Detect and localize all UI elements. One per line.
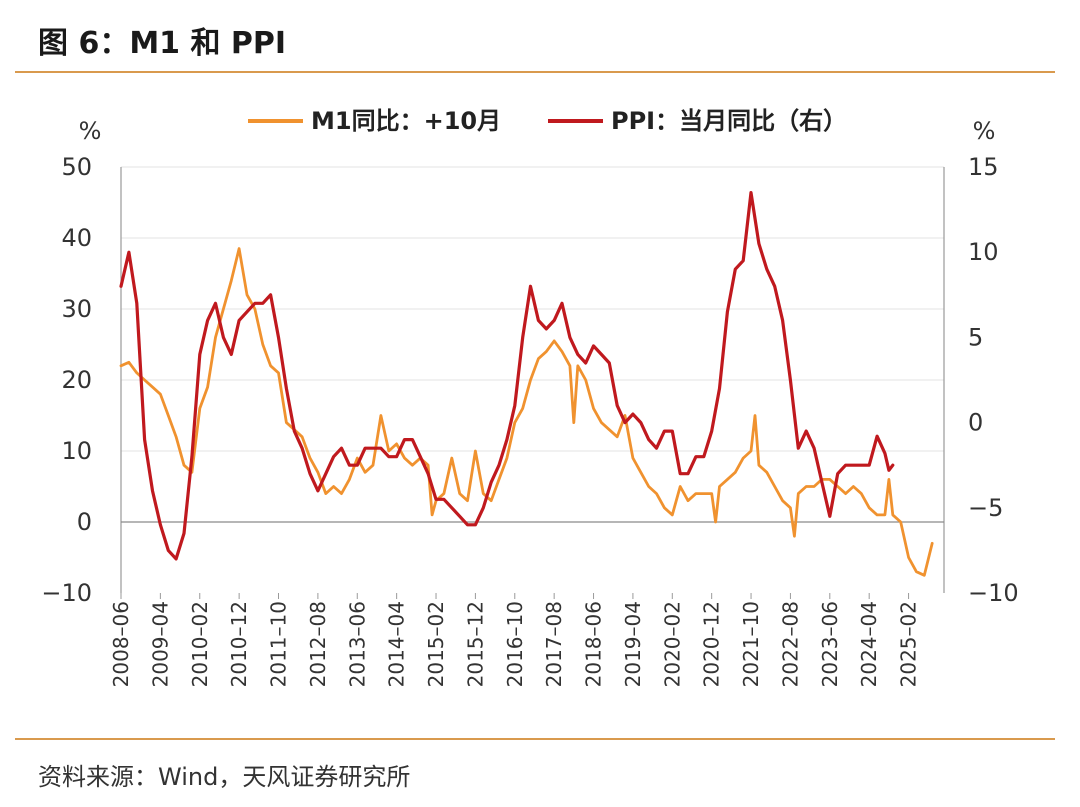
left-tick-label: 40 bbox=[61, 224, 92, 252]
x-tick-label: 2016–10 bbox=[503, 601, 527, 687]
x-tick-label: 2019–04 bbox=[621, 601, 645, 687]
x-tick-label: 2012–08 bbox=[306, 601, 330, 687]
left-tick-label: 10 bbox=[61, 437, 92, 465]
right-axis-ticks: −10 −5 0 5 10 15 bbox=[968, 153, 1019, 607]
x-tick-label: 2010–02 bbox=[188, 601, 212, 687]
x-tick-label: 2013–06 bbox=[345, 601, 369, 687]
legend-label: PPI：当月同比（右） bbox=[611, 107, 847, 135]
x-tick-label: 2018–06 bbox=[582, 601, 606, 687]
right-axis-unit: % bbox=[973, 117, 996, 145]
x-tick-label: 2025–02 bbox=[897, 601, 921, 687]
x-axis-ticks: 2008–06 2009–04 2010–02 2010–12 2011–10 2012–… bbox=[109, 593, 921, 687]
x-tick-label: 2022–08 bbox=[778, 601, 802, 687]
left-axis-ticks: −10 0 10 20 30 40 50 bbox=[41, 153, 92, 607]
chart-legend: M1同比：+10月 PPI：当月同比（右） bbox=[248, 107, 847, 135]
dual-axis-line-chart: −10 0 10 20 30 40 50 −10 −5 0 5 10 15 2008–06 2009–0… bbox=[41, 107, 1019, 687]
right-tick-label: 0 bbox=[968, 409, 983, 437]
x-tick-label: 2009–04 bbox=[148, 601, 172, 687]
figure-title: 图 6：M1 和 PPI bbox=[38, 26, 287, 61]
right-tick-label: −5 bbox=[968, 494, 1003, 522]
x-tick-label: 2010–12 bbox=[227, 601, 251, 687]
x-tick-label: 2015–12 bbox=[463, 601, 487, 687]
legend-label: M1同比：+10月 bbox=[311, 107, 501, 135]
right-tick-label: 15 bbox=[968, 153, 999, 181]
x-tick-label: 2023–06 bbox=[818, 601, 842, 687]
left-axis-unit: % bbox=[79, 117, 102, 145]
left-tick-label: 0 bbox=[77, 508, 92, 536]
chart-axes bbox=[120, 167, 945, 593]
x-tick-label: 2020–02 bbox=[660, 601, 684, 687]
left-tick-label: 30 bbox=[61, 295, 92, 323]
x-tick-label: 2014–04 bbox=[385, 601, 409, 687]
x-tick-label: 2024–04 bbox=[857, 601, 881, 687]
right-tick-label: 10 bbox=[968, 238, 999, 266]
bottom-divider bbox=[15, 738, 1055, 740]
series-line-m1 bbox=[119, 247, 934, 577]
x-tick-label: 2011–10 bbox=[267, 601, 291, 687]
left-tick-label: 20 bbox=[61, 366, 92, 394]
x-tick-label: 2021–10 bbox=[739, 601, 763, 687]
left-tick-label: 50 bbox=[61, 153, 92, 181]
series-line-ppi bbox=[119, 191, 895, 561]
left-tick-label: −10 bbox=[41, 579, 92, 607]
top-divider bbox=[15, 71, 1055, 73]
chart-series bbox=[119, 191, 934, 577]
x-tick-label: 2008–06 bbox=[109, 601, 133, 687]
x-tick-label: 2015–02 bbox=[424, 601, 448, 687]
x-tick-label: 2020–12 bbox=[700, 601, 724, 687]
chart-gridlines bbox=[121, 166, 944, 523]
x-tick-label: 2017–08 bbox=[542, 601, 566, 687]
right-tick-label: −10 bbox=[968, 579, 1019, 607]
right-tick-label: 5 bbox=[968, 323, 983, 351]
source-note: 资料来源：Wind，天风证券研究所 bbox=[38, 763, 411, 791]
